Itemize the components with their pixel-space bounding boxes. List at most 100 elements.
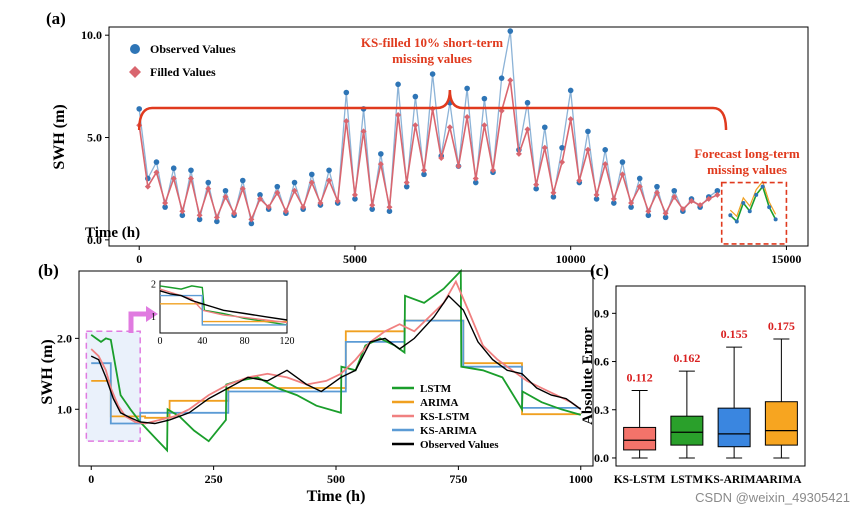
zoom-region-box: [85, 330, 141, 442]
panel-b-label: (b): [38, 261, 59, 280]
filled-point: [679, 206, 686, 213]
filled-point: [420, 167, 427, 174]
filled-point: [326, 177, 333, 184]
filled-point: [257, 195, 264, 202]
filled-point: [300, 204, 307, 211]
filled-point: [472, 175, 479, 182]
panel-c-ytick-label: 0.6: [594, 355, 609, 369]
panel-a-ylabel: SWH (m): [51, 104, 68, 169]
filled-point: [541, 144, 548, 151]
forecast-point: [741, 201, 746, 206]
filled-point: [584, 146, 591, 153]
filled-point: [403, 179, 410, 186]
long-term-annotation: Forecast long-term: [694, 146, 800, 161]
panel-b-ylabel: SWH (m): [39, 339, 56, 404]
filled-series: [136, 77, 721, 223]
panel-b: (b) SWH (m) Time (h) 0 250 500 750 1000 1.0 2.0 0 4…: [38, 261, 594, 505]
panel-c: (c) Absolute Error 0.0 0.3 0.6 0.9 0.112 KS-LST…: [580, 261, 806, 486]
series-line-ks-arima: [91, 319, 581, 425]
watermark: CSDN @weixin_49305421: [695, 490, 850, 505]
filled-point: [412, 122, 419, 129]
legend-filled-label: Filled Values: [150, 65, 216, 79]
filled-point: [533, 181, 540, 188]
panel-c-frame: [615, 285, 806, 467]
filled-point: [602, 161, 609, 168]
filled-point: [593, 191, 600, 198]
panel-c-xtick-label: LSTM: [671, 474, 704, 486]
legend-label-lstm: LSTM: [420, 383, 452, 395]
inset-ytick-label: 1: [151, 312, 156, 323]
panel-c-xtick-label: ARIMA: [761, 474, 802, 486]
filled-point: [567, 116, 574, 123]
filled-point: [524, 126, 531, 133]
filled-point: [628, 200, 635, 207]
filled-point: [239, 185, 246, 192]
filled-point: [507, 77, 514, 84]
filled-point: [455, 163, 462, 170]
forecast-point: [760, 184, 765, 189]
panel-b-xtick-label: 0: [88, 472, 94, 486]
series-line-lstm: [90, 268, 582, 453]
zoom-arrow: [128, 311, 146, 333]
filled-point: [144, 183, 151, 190]
panel-a-xtick-label: 10000: [556, 252, 586, 266]
box-mean-label-ks-lstm: 0.112: [626, 370, 652, 384]
panel-b-frame: [78, 270, 594, 467]
panel-c-ytick-label: 0.0: [594, 451, 609, 465]
filled-point: [636, 183, 643, 190]
filled-point: [705, 195, 712, 202]
filled-point: [213, 214, 220, 221]
filled-line: [138, 79, 718, 222]
filled-point: [308, 179, 315, 186]
filled-point: [498, 107, 505, 114]
filled-point: [205, 185, 212, 192]
legend-label-ks-lstm: KS-LSTM: [420, 411, 470, 423]
inset-xtick-label: 0: [158, 336, 163, 347]
short-term-annotation: missing values: [392, 51, 472, 66]
filled-point: [222, 193, 229, 200]
panel-c-label: (c): [590, 261, 609, 280]
inset-ytick-label: 2: [151, 279, 156, 290]
box-arima: [764, 401, 798, 446]
zoom-arrowhead: [146, 306, 158, 322]
filled-point: [377, 161, 384, 168]
panel-a-xtick-label: 15000: [771, 252, 801, 266]
panel-b-legend: LSTM ARIMA KS-LSTM KS-ARIMA Observed Values: [392, 383, 499, 451]
inset-line-lstm: [159, 285, 288, 326]
panel-c-ytick-label: 0.3: [594, 403, 609, 417]
filled-point: [610, 195, 617, 202]
filled-point: [446, 124, 453, 131]
panel-a-xtick-label: 0: [136, 252, 142, 266]
filled-point: [196, 212, 203, 219]
filled-point: [170, 175, 177, 182]
filled-point: [550, 189, 557, 196]
filled-point: [265, 204, 272, 211]
legend-label-ks-arima: KS-ARIMA: [420, 425, 477, 437]
legend-filled-marker: [129, 66, 141, 78]
filled-point: [559, 159, 566, 166]
panel-a-xlabel: Time (h): [85, 225, 140, 241]
filled-point: [179, 208, 186, 215]
filled-point: [714, 191, 721, 198]
panel-a-ytick-label: 5.0: [87, 131, 102, 145]
series-line-arima: [91, 319, 581, 419]
inset-xtick-label: 40: [197, 336, 207, 347]
inset-line-observed-values: [159, 290, 288, 321]
filled-point: [438, 154, 445, 161]
panel-a: (a) SWH (m) Time (h) 0 5000 10000 15000 0.0 5.0 1…: [46, 9, 809, 266]
box-ks-lstm: [623, 426, 657, 451]
panel-a-xtick-label: 5000: [343, 252, 367, 266]
filled-point: [619, 171, 626, 178]
inset-xtick-label: 80: [240, 336, 250, 347]
panel-c-ylabel: Absolute Error: [580, 327, 596, 425]
series-line-observed-values: [90, 294, 582, 425]
panel-c-xtick-label: KS-LSTM: [614, 474, 666, 486]
filled-point: [576, 177, 583, 184]
filled-point: [153, 169, 160, 176]
filled-point: [282, 208, 289, 215]
forecast-point: [734, 219, 739, 224]
panel-c-ytick-label: 0.9: [594, 306, 609, 320]
short-term-annotation: KS-filled 10% short-term: [361, 35, 503, 50]
filled-point: [231, 210, 238, 217]
